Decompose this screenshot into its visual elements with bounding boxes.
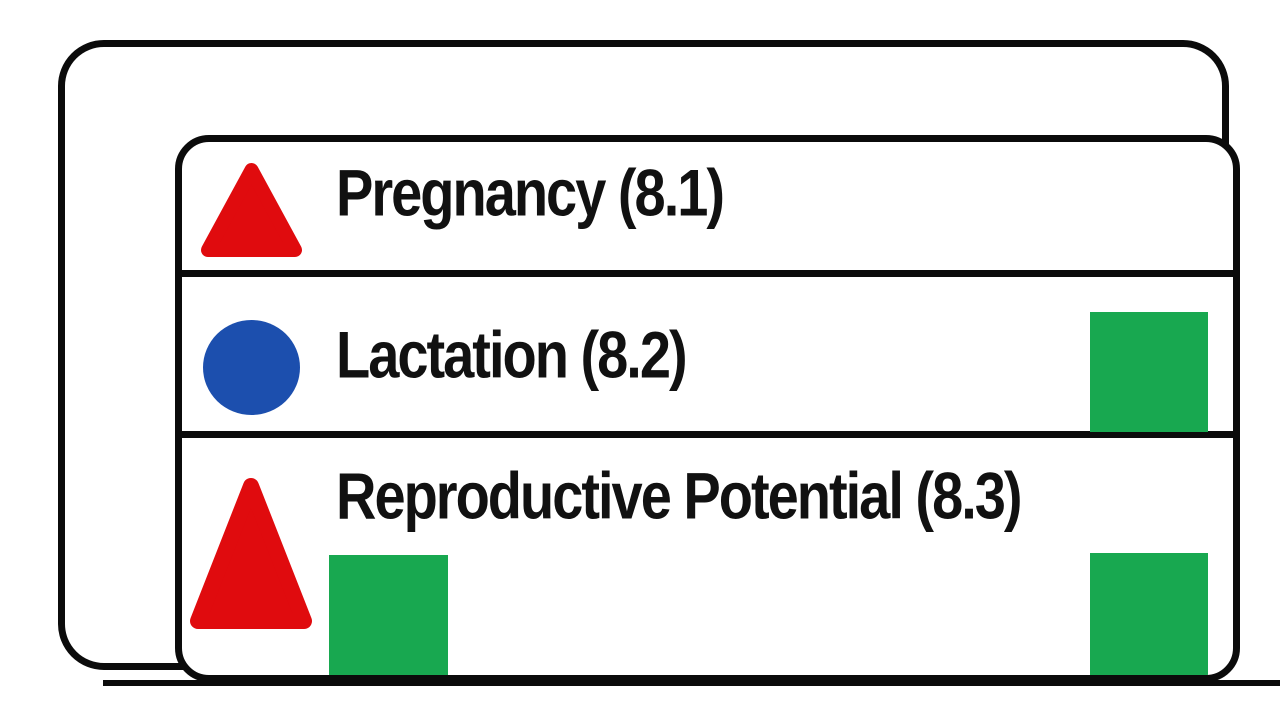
row-pregnancy: Pregnancy (8.1) <box>182 142 1233 277</box>
row-lactation: Lactation (8.2) <box>182 277 1233 438</box>
outer-frame: Pregnancy (8.1) Lactation (8.2) Reproduc… <box>58 40 1240 682</box>
red-triangle-icon <box>201 163 302 257</box>
row-label-lactation: Lactation (8.2) <box>336 317 688 392</box>
row-label-reproductive-potential: Reproductive Potential (8.3) <box>336 458 1023 533</box>
row-reproductive-potential: Reproductive Potential (8.3) <box>182 438 1233 675</box>
green-square-left <box>329 555 448 675</box>
stray-border-line <box>103 680 1280 686</box>
green-square-right <box>1090 312 1208 432</box>
row-label-pregnancy: Pregnancy (8.1) <box>336 155 725 230</box>
label-sections-panel: Pregnancy (8.1) Lactation (8.2) Reproduc… <box>175 135 1240 682</box>
blue-circle-icon <box>203 320 300 415</box>
red-triangle-icon <box>190 478 312 629</box>
green-square-right <box>1090 553 1208 675</box>
